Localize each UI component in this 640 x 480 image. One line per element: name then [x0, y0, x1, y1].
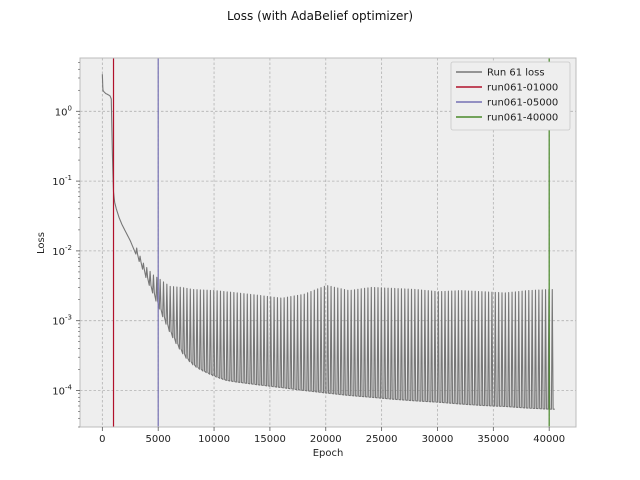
plot-frame: [79, 57, 577, 428]
y-axis-label: Loss: [36, 232, 47, 254]
legend-entry: run061-01000: [487, 83, 558, 94]
y-tick-label: 10-1: [52, 174, 72, 188]
x-tick-label: 25000: [366, 434, 398, 445]
y-tick-label: 100: [55, 104, 72, 118]
x-axis-label: Epoch: [313, 448, 344, 459]
legend-box: [450, 61, 571, 131]
chart-title: Loss (with AdaBelief optimizer): [227, 9, 413, 23]
y-tick-label: 10-4: [52, 384, 72, 398]
legend-entry: run061-40000: [487, 113, 558, 124]
x-tick-label: 0: [99, 434, 105, 445]
x-tick-label: 15000: [254, 434, 286, 445]
y-tick-label: 10-3: [52, 314, 72, 328]
x-tick-label: 10000: [198, 434, 230, 445]
legend-entry: run061-05000: [487, 98, 558, 109]
series-run-61-loss: [101, 74, 555, 410]
legend-entry: Run 61 loss: [487, 68, 545, 79]
y-axis-ticks: 10-4 10-3 10-2 10-1 100: [52, 62, 80, 428]
x-axis-ticks: 0 5000 10000 15000 20000 25000 30000 35000 40000: [99, 427, 565, 445]
y-tick-label: 10-2: [52, 244, 72, 258]
x-tick-label: 40000: [533, 434, 565, 445]
x-tick-label: 20000: [310, 434, 342, 445]
x-tick-label: 35000: [477, 434, 509, 445]
x-tick-label: 5000: [145, 434, 170, 445]
x-tick-label: 30000: [422, 434, 454, 445]
legend: Run 61 loss run061-01000 run061-05000 run06…: [450, 61, 571, 131]
